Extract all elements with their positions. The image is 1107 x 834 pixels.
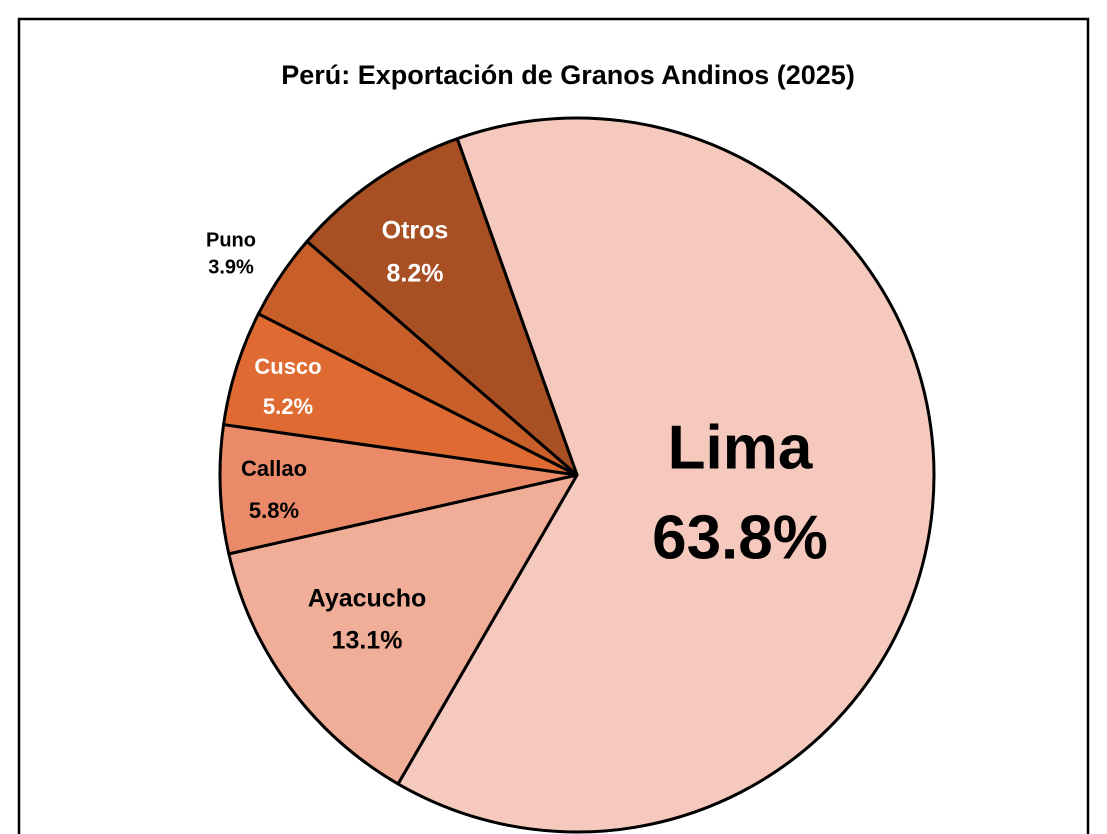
slice-value-label: 5.2% [263, 394, 313, 419]
chart-title: Perú: Exportación de Granos Andinos (202… [281, 60, 855, 90]
pie-slice [305, 137, 579, 477]
slice-value-label: 5.8% [249, 498, 299, 523]
frame [17, 17, 1090, 834]
pie-slice [218, 423, 579, 556]
slice-value-label: 3.9% [208, 256, 254, 278]
slice-label: Lima [668, 413, 813, 482]
slice-value-label: 63.8% [652, 503, 828, 572]
slice-label: Otros [382, 217, 449, 245]
slice-label: Ayacucho [308, 585, 427, 613]
slice-value-label: 8.2% [387, 260, 444, 288]
slice-label: Puno [206, 229, 256, 251]
slice-label: Cusco [254, 354, 321, 379]
pie-slice [396, 116, 936, 834]
pie-slice [227, 473, 579, 786]
slice-label: Callao [241, 456, 307, 481]
slice-value-label: 13.1% [332, 627, 403, 655]
